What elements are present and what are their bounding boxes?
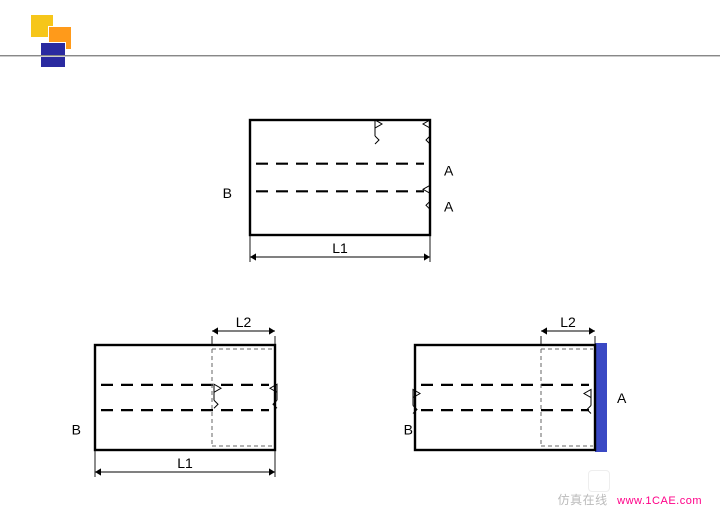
- svg-text:B: B: [223, 185, 232, 201]
- watermark-text-zh: 仿真在线: [558, 493, 608, 507]
- watermark-bubble-icon: [588, 470, 610, 492]
- svg-text:B: B: [404, 421, 413, 437]
- svg-text:A: A: [444, 163, 454, 179]
- svg-text:A: A: [617, 390, 627, 406]
- svg-text:L2: L2: [236, 314, 252, 330]
- watermark: 仿真在线 www.1CAE.com: [558, 491, 702, 508]
- watermark-url: www.1CAE.com: [617, 495, 702, 507]
- svg-text:A: A: [444, 198, 454, 214]
- svg-text:L1: L1: [332, 240, 348, 256]
- diagram-canvas: A A B L1 B L2 L1 B A L2: [0, 0, 720, 520]
- svg-text:L1: L1: [177, 455, 193, 471]
- header-rule: [0, 55, 720, 57]
- svg-text:B: B: [72, 421, 81, 437]
- svg-text:L2: L2: [560, 314, 576, 330]
